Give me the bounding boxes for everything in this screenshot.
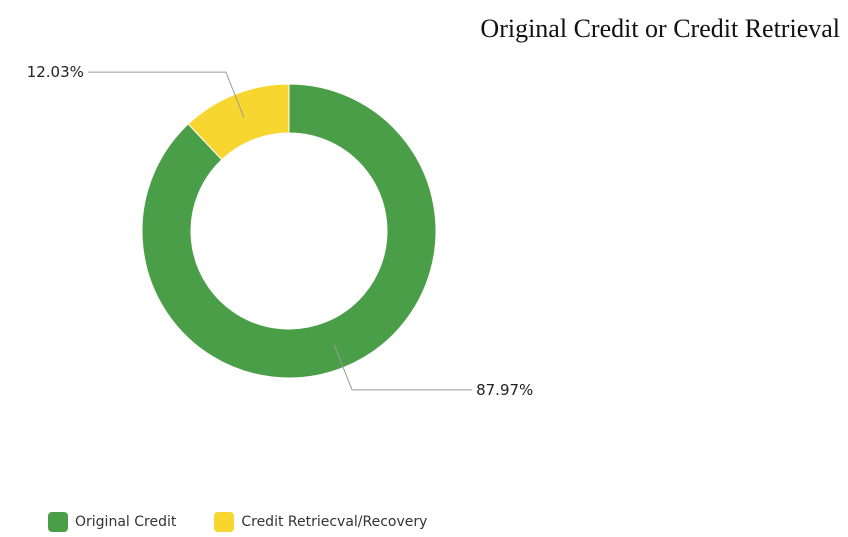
data-label-credit-retriecval-recovery: 12.03% xyxy=(27,63,84,81)
leader-line-credit-retriecval-recovery xyxy=(87,71,245,118)
chart-legend: Original Credit Credit Retriecval/Recove… xyxy=(48,512,465,532)
leader-line-original-credit xyxy=(333,344,473,391)
chart-title: Original Credit or Credit Retrieval xyxy=(480,14,840,43)
legend-swatch-credit-retrieval xyxy=(214,512,235,532)
legend-item-original-credit[interactable]: Original Credit xyxy=(48,512,176,532)
legend-label-credit-retrieval: Credit Retriecval/Recovery xyxy=(241,514,428,530)
legend-item-credit-retrieval[interactable]: Credit Retriecval/Recovery xyxy=(214,512,427,532)
legend-swatch-original-credit xyxy=(48,512,68,532)
slice-credit-retriecval-recovery[interactable] xyxy=(187,83,290,161)
slice-original-credit[interactable] xyxy=(141,83,437,379)
data-label-original-credit: 87.97% xyxy=(476,381,533,399)
legend-label-original-credit: Original Credit xyxy=(75,514,177,530)
